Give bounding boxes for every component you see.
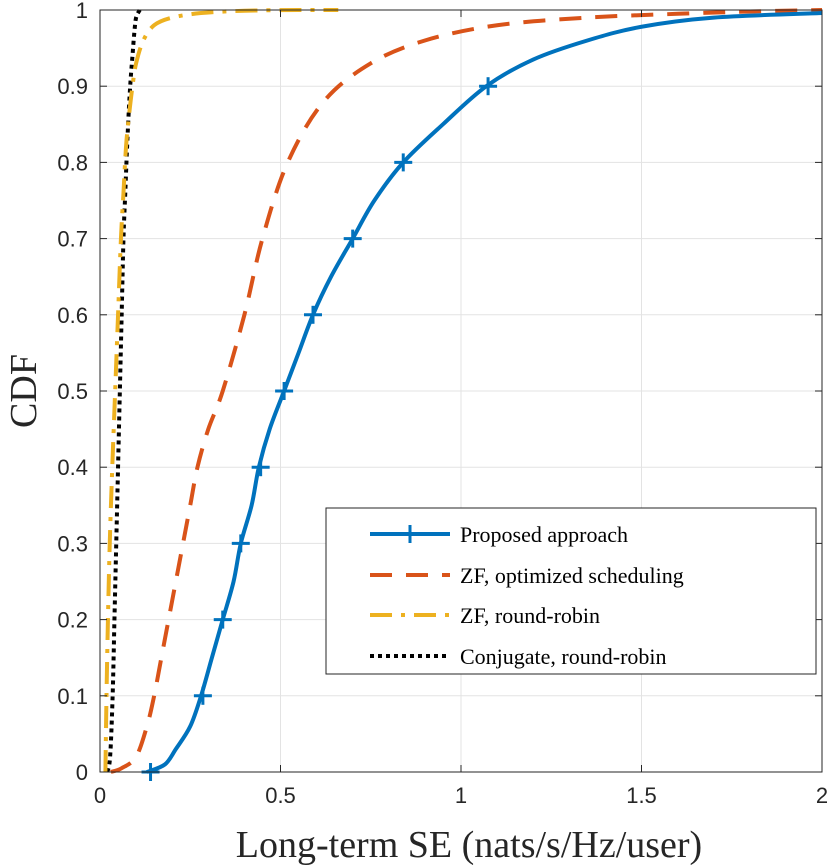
series-marker-proposed-approach	[251, 458, 270, 477]
series-line-zf-round-robin	[103, 7, 339, 773]
y-tick-label: 0.7	[57, 227, 88, 252]
series-marker-proposed-approach	[213, 610, 232, 629]
y-tick-label: 0.4	[57, 455, 88, 480]
y-tick-label: 0.6	[57, 303, 88, 328]
axis-ticks: 0 0.5 1 1.5 2 0 0.1 0.2 0.3 0.4 0.5 0.6 0.7 0.8 0.9 1	[57, 0, 828, 808]
y-tick-label: 1	[76, 0, 88, 23]
series-marker-proposed-approach	[231, 534, 250, 553]
legend-label-zf-optimized-scheduling: ZF, optimized scheduling	[460, 563, 684, 588]
y-tick-label: 0.2	[57, 608, 88, 633]
series-line-conjugate-round-robin	[105, 9, 142, 773]
y-tick-label: 0	[76, 760, 88, 785]
y-tick-label: 0.8	[57, 150, 88, 175]
x-tick-label: 1	[455, 783, 467, 808]
legend: Proposed approach ZF, optimized schedulin…	[325, 507, 817, 675]
legend-label-proposed-approach: Proposed approach	[460, 522, 628, 547]
y-axis-title: CDF	[3, 354, 45, 428]
y-tick-label: 0.5	[57, 379, 88, 404]
x-tick-label: 0	[94, 783, 106, 808]
series-line-zf-optimized-scheduling	[110, 8, 823, 774]
series-marker-proposed-approach	[303, 305, 322, 324]
x-tick-label: 2	[816, 783, 828, 808]
x-tick-label: 1.5	[626, 783, 657, 808]
series-marker-proposed-approach	[193, 686, 212, 705]
series-marker-proposed-approach	[394, 153, 413, 172]
series-marker-proposed-approach	[343, 229, 362, 248]
legend-label-conjugate-round-robin: Conjugate, round-robin	[460, 644, 667, 669]
series-marker-proposed-approach	[479, 77, 498, 96]
y-tick-label: 0.1	[57, 684, 88, 709]
series-marker-proposed-approach	[275, 382, 294, 400]
x-axis-title: Long-term SE (nats/s/Hz/user)	[236, 824, 702, 866]
legend-label-zf-round-robin: ZF, round-robin	[460, 603, 600, 628]
x-tick-label: 0.5	[265, 783, 296, 808]
y-tick-label: 0.3	[57, 531, 88, 556]
y-tick-label: 0.9	[57, 74, 88, 99]
